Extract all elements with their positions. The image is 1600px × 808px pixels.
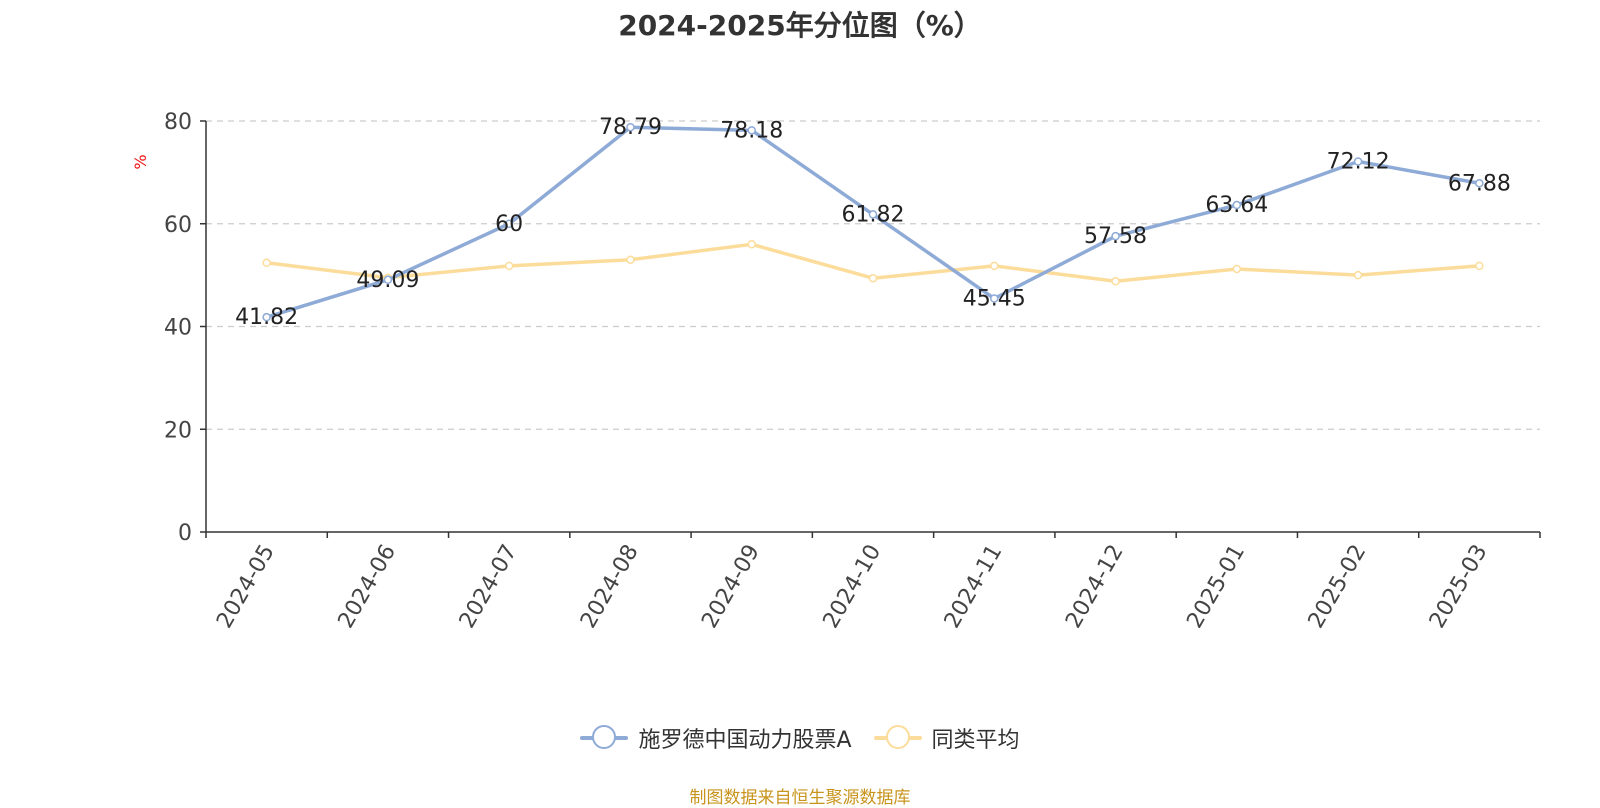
legend-label-fund: 施罗德中国动力股票A (638, 728, 852, 753)
x-tick-label-2024-11: 2024-11 (940, 541, 1008, 633)
series-1-point-5 (868, 273, 878, 283)
data-label-9: 72.12 (1327, 149, 1390, 174)
source-note: 制图数据来自恒生聚源数据库 (689, 788, 911, 808)
x-tick-label-2024-05: 2024-05 (212, 541, 280, 633)
series-0-point-4 (747, 126, 756, 135)
series-1-point-0 (262, 258, 271, 268)
series-0-point-2 (504, 219, 514, 228)
series-1-point-6 (990, 261, 999, 271)
series-0-point-1 (383, 275, 393, 285)
x-tick-label-2025-03: 2025-03 (1425, 541, 1493, 633)
data-label-1: 49.09 (356, 268, 419, 293)
x-tick-label-2024-12: 2024-12 (1061, 541, 1129, 633)
series-0-point-10 (1475, 179, 1484, 188)
x-tick-label-2025-01: 2025-01 (1182, 541, 1250, 633)
y-tick-label-80: 80 (164, 110, 192, 135)
legend-label-average: 同类平均 (931, 728, 1020, 753)
x-tick-label-2024-06: 2024-06 (333, 541, 401, 633)
y-tick-label-40: 40 (164, 316, 192, 341)
series-0-point-9 (1353, 157, 1363, 166)
y-tick-label-60: 60 (164, 213, 192, 238)
chart-title: 2024-2025年分位图（%） (618, 9, 982, 42)
series (262, 122, 1484, 322)
x-tick-label-2024-10: 2024-10 (819, 541, 887, 633)
series-0-point-5 (868, 210, 878, 219)
legend-marker-average (873, 725, 922, 749)
legend-item-fund[interactable]: 施罗德中国动力股票A (580, 722, 852, 754)
series-0-point-3 (626, 122, 635, 132)
x-tick-label-2024-08: 2024-08 (576, 541, 644, 633)
data-label-2: 60 (495, 212, 523, 237)
data-label-3: 78.79 (599, 115, 662, 140)
data-label-4: 78.18 (720, 118, 783, 143)
grid-lines (206, 120, 1540, 430)
y-tick-label-20: 20 (164, 418, 192, 443)
legend-marker-fund (580, 725, 629, 749)
series-0-point-0 (262, 312, 271, 322)
x-tick-label-2024-09: 2024-09 (697, 541, 765, 633)
series-1-point-9 (1353, 270, 1363, 280)
legend-item-average[interactable]: 同类平均 (873, 722, 1020, 754)
x-tick-label-2024-07: 2024-07 (455, 541, 523, 633)
data-label-0: 41.82 (235, 305, 298, 330)
series-1-point-2 (504, 261, 514, 271)
series-0-point-8 (1232, 200, 1242, 210)
y-axis-unit: % (131, 154, 150, 169)
y-tick-label-0: 0 (178, 521, 192, 546)
series-1-point-7 (1111, 277, 1120, 286)
series-0-point-7 (1111, 231, 1120, 241)
data-label-10: 67.88 (1448, 171, 1511, 196)
data-labels: 41.82 49.09 60 78.79 78.18 61.82 45.45 57.58 63.… (235, 115, 1511, 330)
legend: 施罗德中国动力股票A 同类平均 (0, 722, 1600, 754)
data-label-7: 57.58 (1084, 224, 1147, 249)
data-label-5: 61.82 (842, 202, 905, 227)
data-label-8: 63.64 (1205, 193, 1268, 218)
series-1-point-4 (747, 240, 756, 249)
x-tick-label-2025-02: 2025-02 (1304, 541, 1372, 633)
series-1-point-8 (1232, 264, 1242, 274)
series-1-point-10 (1475, 261, 1484, 271)
series-0-point-6 (990, 294, 999, 303)
series-1-point-3 (626, 255, 635, 264)
data-label-6: 45.45 (963, 287, 1026, 312)
